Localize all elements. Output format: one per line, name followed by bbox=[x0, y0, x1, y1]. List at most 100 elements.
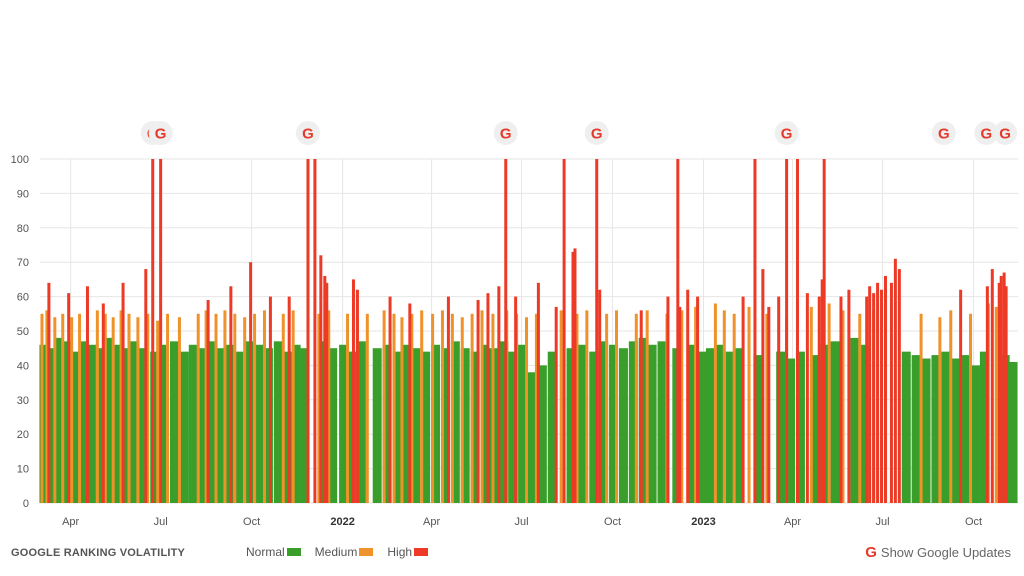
volatility-bar-normal[interactable] bbox=[282, 351, 292, 503]
volatility-bar-medium[interactable] bbox=[460, 317, 464, 503]
volatility-bar-normal[interactable] bbox=[39, 344, 49, 503]
volatility-bar-normal[interactable] bbox=[70, 351, 80, 503]
volatility-bar-high[interactable] bbox=[678, 306, 682, 503]
volatility-bar-medium[interactable] bbox=[722, 310, 726, 503]
volatility-bar-normal[interactable] bbox=[697, 351, 707, 503]
volatility-bar-high[interactable] bbox=[817, 296, 821, 503]
volatility-bar-high[interactable] bbox=[883, 275, 887, 503]
volatility-bar-normal[interactable] bbox=[911, 355, 921, 503]
volatility-bar-normal[interactable] bbox=[647, 344, 657, 503]
volatility-bar-high[interactable] bbox=[67, 293, 71, 503]
volatility-bar-high[interactable] bbox=[319, 255, 323, 503]
google-update-marker[interactable]: G bbox=[774, 121, 799, 145]
volatility-bar-medium[interactable] bbox=[262, 310, 266, 503]
volatility-bar-medium[interactable] bbox=[223, 310, 227, 503]
volatility-bar-medium[interactable] bbox=[431, 313, 435, 503]
volatility-bar-medium[interactable] bbox=[40, 313, 44, 503]
volatility-bar-medium[interactable] bbox=[346, 313, 350, 503]
volatility-bar-high[interactable] bbox=[323, 275, 327, 503]
volatility-bar-high[interactable] bbox=[880, 289, 884, 503]
volatility-bar-normal[interactable] bbox=[263, 348, 273, 503]
volatility-bar-normal[interactable] bbox=[850, 337, 860, 503]
volatility-bar-normal[interactable] bbox=[421, 351, 431, 503]
volatility-bar-normal[interactable] bbox=[291, 344, 301, 503]
volatility-bar-high[interactable] bbox=[889, 282, 893, 503]
volatility-bar-high[interactable] bbox=[876, 282, 880, 503]
volatility-bar-medium[interactable] bbox=[450, 313, 454, 503]
google-update-marker[interactable]: G bbox=[993, 121, 1018, 145]
volatility-bar-normal[interactable] bbox=[197, 348, 207, 503]
volatility-bar-medium[interactable] bbox=[645, 310, 649, 503]
volatility-bar-high[interactable] bbox=[313, 159, 317, 503]
volatility-bar-high[interactable] bbox=[562, 159, 566, 503]
volatility-bar-high[interactable] bbox=[486, 293, 490, 503]
volatility-bar-medium[interactable] bbox=[95, 310, 99, 503]
volatility-bar-high[interactable] bbox=[839, 296, 843, 503]
volatility-bar-high[interactable] bbox=[753, 159, 757, 503]
volatility-bar-high[interactable] bbox=[388, 296, 392, 503]
volatility-bar-normal[interactable] bbox=[328, 348, 338, 503]
volatility-bar-normal[interactable] bbox=[618, 348, 628, 503]
volatility-bar-normal[interactable] bbox=[725, 351, 735, 503]
volatility-bar-high[interactable] bbox=[514, 296, 518, 503]
volatility-bar-high[interactable] bbox=[997, 282, 1001, 503]
volatility-bar-medium[interactable] bbox=[281, 313, 285, 503]
volatility-bar-normal[interactable] bbox=[460, 348, 470, 503]
volatility-bar-high[interactable] bbox=[639, 310, 643, 503]
volatility-bar-high[interactable] bbox=[990, 269, 994, 503]
volatility-bar-high[interactable] bbox=[822, 159, 826, 503]
volatility-bar-normal[interactable] bbox=[95, 348, 105, 503]
volatility-bar-medium[interactable] bbox=[204, 310, 208, 503]
volatility-bar-normal[interactable] bbox=[205, 341, 215, 503]
volatility-bar-normal[interactable] bbox=[160, 344, 170, 503]
volatility-bar-high[interactable] bbox=[696, 296, 700, 503]
legend-item-medium[interactable]: Medium bbox=[315, 545, 374, 559]
volatility-bar-medium[interactable] bbox=[103, 313, 107, 503]
volatility-bar-normal[interactable] bbox=[508, 351, 518, 503]
volatility-bar-medium[interactable] bbox=[127, 313, 131, 503]
volatility-bar-medium[interactable] bbox=[177, 317, 181, 503]
volatility-bar-medium[interactable] bbox=[317, 313, 321, 503]
volatility-bar-medium[interactable] bbox=[420, 310, 424, 503]
volatility-bar-normal[interactable] bbox=[411, 348, 421, 503]
volatility-bar-normal[interactable] bbox=[961, 355, 971, 503]
volatility-bar-medium[interactable] bbox=[713, 303, 717, 503]
volatility-bar-high[interactable] bbox=[101, 303, 105, 503]
volatility-bar-medium[interactable] bbox=[400, 317, 404, 503]
volatility-bar-medium[interactable] bbox=[480, 310, 484, 503]
volatility-bar-medium[interactable] bbox=[61, 313, 65, 503]
volatility-bar-high[interactable] bbox=[865, 296, 869, 503]
volatility-bar-high[interactable] bbox=[985, 286, 989, 503]
volatility-bar-high[interactable] bbox=[868, 286, 872, 503]
volatility-bar-medium[interactable] bbox=[470, 313, 474, 503]
volatility-bar-high[interactable] bbox=[446, 296, 450, 503]
volatility-bar-normal[interactable] bbox=[499, 341, 509, 503]
volatility-bar-high[interactable] bbox=[805, 293, 809, 503]
volatility-bar-normal[interactable] bbox=[951, 358, 961, 503]
volatility-bar-normal[interactable] bbox=[382, 344, 392, 503]
volatility-bar-medium[interactable] bbox=[575, 313, 579, 503]
volatility-bar-high[interactable] bbox=[554, 306, 558, 503]
volatility-bar-normal[interactable] bbox=[46, 348, 56, 503]
volatility-bar-high[interactable] bbox=[408, 303, 412, 503]
volatility-bar-high[interactable] bbox=[872, 293, 876, 503]
volatility-bar-normal[interactable] bbox=[372, 348, 382, 503]
volatility-bar-normal[interactable] bbox=[54, 337, 64, 503]
volatility-bar-normal[interactable] bbox=[979, 351, 989, 503]
volatility-bar-high[interactable] bbox=[741, 296, 745, 503]
volatility-bar-normal[interactable] bbox=[578, 344, 588, 503]
google-update-marker[interactable]: G bbox=[584, 121, 609, 145]
volatility-bar-normal[interactable] bbox=[527, 372, 537, 503]
volatility-bar-normal[interactable] bbox=[450, 341, 460, 503]
volatility-bar-normal[interactable] bbox=[104, 337, 114, 503]
volatility-bar-high[interactable] bbox=[897, 269, 901, 503]
volatility-bar-medium[interactable] bbox=[45, 310, 49, 503]
volatility-bar-high[interactable] bbox=[249, 262, 253, 503]
volatility-bar-high[interactable] bbox=[686, 289, 690, 503]
volatility-bar-normal[interactable] bbox=[547, 351, 557, 503]
volatility-bar-high[interactable] bbox=[785, 159, 789, 503]
volatility-bar-medium[interactable] bbox=[747, 306, 751, 503]
volatility-bar-medium[interactable] bbox=[605, 313, 609, 503]
volatility-bar-medium[interactable] bbox=[382, 310, 386, 503]
volatility-bar-high[interactable] bbox=[777, 296, 781, 503]
